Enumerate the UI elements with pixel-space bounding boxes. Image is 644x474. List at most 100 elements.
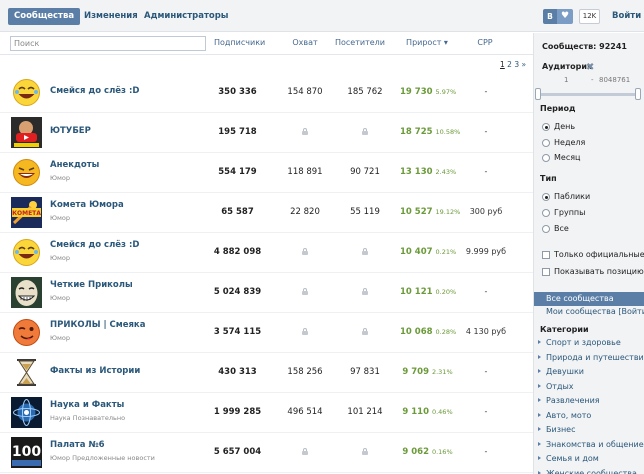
visitors-locked	[340, 127, 390, 137]
growth-value: 18 725 10.58%	[400, 127, 460, 137]
column-visitors[interactable]: Посетители	[335, 38, 385, 47]
category-item[interactable]: Природа и путешествия	[538, 353, 644, 362]
tab-changes[interactable]: Изменения	[84, 11, 138, 21]
category-item[interactable]: Спорт и здоровье	[538, 338, 621, 347]
period-day-label: День	[554, 122, 576, 131]
community-name[interactable]: Комета Юмора	[50, 200, 124, 210]
tab-communities[interactable]: Сообщества	[8, 8, 81, 25]
all-communities-item[interactable]: Все сообщества	[534, 292, 644, 306]
my-communities-item[interactable]: Мои сообщества [Войти]	[546, 307, 644, 316]
column-growth[interactable]: Прирост ▾	[404, 38, 450, 47]
community-name[interactable]: Смейся до слёз :D	[50, 86, 140, 96]
community-name[interactable]: Факты из Истории	[50, 366, 141, 376]
triangle-right-icon	[538, 441, 541, 446]
close-icon[interactable]: ✖	[586, 62, 595, 73]
visitors-value: 90 721	[350, 167, 380, 177]
subscribers-value: 195 718	[218, 127, 257, 137]
community-name[interactable]: ПРИКОЛЫ | Смеяка	[50, 320, 146, 330]
growth-value: 9 062 0.16%	[400, 447, 455, 457]
community-avatar[interactable]	[11, 397, 42, 428]
visitors-value: 101 214	[347, 407, 383, 417]
community-name[interactable]: Наука и Факты	[50, 400, 125, 410]
community-name[interactable]: Анекдоты	[50, 160, 100, 170]
show-position-checkbox[interactable]	[542, 268, 550, 276]
vk-share-button[interactable]: B	[543, 9, 557, 24]
page-link-2[interactable]: 2	[507, 60, 512, 69]
community-name[interactable]: Четкие Приколы	[50, 280, 133, 290]
community-avatar[interactable]: 100	[11, 437, 42, 468]
table-row[interactable]: Факты из Истории 430 313 158 256 97 831 9 70…	[0, 353, 533, 393]
growth-number: 9 110	[402, 407, 429, 417]
period-label: Период	[540, 104, 576, 113]
table-row[interactable]: Смейся до слёз :D 350 336 154 870 185 762 19…	[0, 73, 533, 113]
community-avatar[interactable]	[11, 277, 42, 308]
page-next[interactable]: »	[521, 60, 527, 69]
category-item[interactable]: Бизнес	[538, 425, 576, 434]
community-avatar[interactable]	[11, 117, 42, 148]
search-input[interactable]	[10, 36, 206, 51]
communities-table: Смейся до слёз :D 350 336 154 870 185 762 19…	[0, 73, 533, 473]
only-official-checkbox[interactable]	[542, 251, 550, 259]
audience-slider-max-handle[interactable]	[635, 88, 641, 100]
tab-administrators[interactable]: Администраторы	[144, 11, 229, 21]
community-avatar[interactable]	[11, 317, 42, 348]
category-item[interactable]: Знакомства и общение	[538, 440, 644, 449]
category-item[interactable]: Женские сообщества	[538, 469, 637, 474]
heart-icon[interactable]: ♥	[557, 9, 573, 24]
category-item[interactable]: Девушки	[538, 367, 584, 376]
table-row[interactable]: ЮТУБЕР 195 718 18 725 10.58% -	[0, 113, 533, 153]
table-row[interactable]: Смейся до слёз :D Юмор 4 882 098 10 407 0.2…	[0, 233, 533, 273]
type-publics-radio[interactable]	[542, 193, 550, 201]
community-avatar[interactable]	[11, 157, 42, 188]
growth-percent: 0.46%	[431, 408, 453, 416]
category-item[interactable]: Развлечения	[538, 396, 600, 405]
table-row[interactable]: КОМЕТА Комета Юмора Юмор 65 587 22 820 55 119…	[0, 193, 533, 233]
category-item[interactable]: Семья и дом	[538, 454, 599, 463]
triangle-right-icon	[538, 398, 541, 402]
cpp-value: -	[484, 447, 488, 456]
community-category: Юмор Предложенные новости	[50, 454, 155, 462]
audience-slider-track[interactable]	[537, 93, 641, 96]
visitors-locked	[340, 327, 390, 337]
page-current: 1	[500, 60, 505, 69]
table-row[interactable]: 100 Палата №6 Юмор Предложенные новости 5 6…	[0, 433, 533, 473]
community-avatar[interactable]	[11, 357, 42, 388]
column-subscribers[interactable]: Подписчики	[214, 38, 266, 47]
period-day-radio[interactable]	[542, 123, 550, 131]
type-groups-radio[interactable]	[542, 209, 550, 217]
community-name[interactable]: ЮТУБЕР	[50, 126, 91, 136]
growth-percent: 2.43%	[435, 168, 457, 176]
category-label: Авто, мото	[546, 410, 592, 420]
community-avatar[interactable]	[11, 237, 42, 268]
login-link[interactable]: Войти	[612, 11, 642, 21]
community-name[interactable]: Смейся до слёз :D	[50, 240, 140, 250]
subscribers-value: 5 657 004	[213, 447, 262, 457]
column-reach[interactable]: Охват	[292, 38, 318, 47]
category-item[interactable]: Отдых	[538, 382, 574, 391]
table-row[interactable]: ПРИКОЛЫ | Смеяка Юмор 3 574 115 10 068 0.28…	[0, 313, 533, 353]
period-week-radio[interactable]	[542, 139, 550, 147]
cpp-value: -	[484, 87, 488, 96]
table-row[interactable]: Четкие Приколы Юмор 5 024 839 10 121 0.20% -	[0, 273, 533, 313]
audience-slider-min-handle[interactable]	[535, 88, 541, 100]
period-month-radio[interactable]	[542, 154, 550, 162]
page-link-3[interactable]: 3	[514, 60, 520, 69]
category-label: Отдых	[546, 381, 574, 391]
column-cpp[interactable]: CPP	[477, 38, 493, 47]
community-avatar[interactable]: КОМЕТА	[11, 197, 42, 228]
triangle-right-icon	[538, 412, 541, 417]
sort-arrow-icon: ▾	[443, 38, 448, 47]
type-label: Тип	[540, 174, 557, 183]
growth-number: 18 725	[400, 127, 433, 137]
cpp-value: -	[484, 367, 488, 376]
type-all-radio[interactable]	[542, 225, 550, 233]
cpp-value: 4 130 руб	[465, 327, 507, 336]
community-name[interactable]: Палата №6	[50, 440, 105, 450]
category-label: Развлечения	[546, 396, 600, 405]
reach-locked	[280, 127, 330, 137]
cpp-value: 300 руб	[469, 207, 503, 216]
table-row[interactable]: Анекдоты Юмор 554 179 118 891 90 721 13 130 2…	[0, 153, 533, 193]
table-row[interactable]: Наука и Факты Наука Познавательно 1 999 28…	[0, 393, 533, 433]
community-avatar[interactable]	[11, 77, 42, 108]
category-item[interactable]: Авто, мото	[538, 411, 591, 420]
